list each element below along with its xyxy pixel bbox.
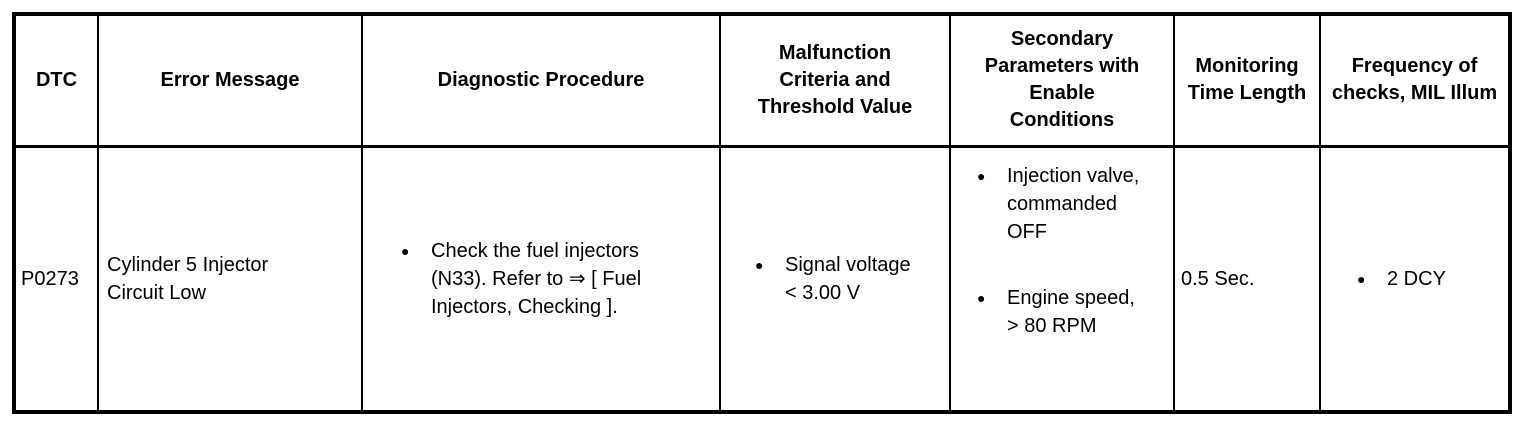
secondary-parameter-text: Engine speed, > 80 RPM xyxy=(1007,286,1135,337)
col-header-secondary-parameters: Secondary Parameters with Enable Conditi… xyxy=(949,13,1175,148)
col-header-secondary-parameters-label: Secondary Parameters with Enable Conditi… xyxy=(984,28,1140,132)
col-header-frequency-of-checks-label: Frequency of checks, MIL Illum xyxy=(1331,55,1498,105)
cell-malfunction-criteria: ● Signal voltage < 3.00 V xyxy=(719,145,951,413)
monitoring-time-text: 0.5 Sec. xyxy=(1181,267,1255,290)
bullet-icon: ● xyxy=(401,242,410,259)
cell-dtc: P0273 xyxy=(13,145,99,413)
frequency-text: 2 DCY xyxy=(1387,267,1446,290)
col-header-error-message: Error Message xyxy=(97,13,363,148)
list-item: ● Engine speed, > 80 RPM xyxy=(977,284,1141,340)
col-header-monitoring-time: Monitoring Time Length xyxy=(1173,13,1321,148)
col-header-error-message-label: Error Message xyxy=(160,68,300,91)
col-header-diagnostic-procedure: Diagnostic Procedure xyxy=(361,13,721,148)
cell-diagnostic-procedure: ● Check the fuel injectors (N33). Refer … xyxy=(361,145,721,413)
col-header-dtc-label: DTC xyxy=(35,68,78,91)
col-header-malfunction-criteria: Malfunction Criteria and Threshold Value xyxy=(719,13,951,148)
dtc-table: DTC Error Message Diagnostic Procedure M… xyxy=(12,12,1512,414)
col-header-frequency-of-checks: Frequency of checks, MIL Illum xyxy=(1319,13,1511,148)
cell-monitoring-time: 0.5 Sec. xyxy=(1173,145,1321,413)
bullet-icon: ● xyxy=(755,256,764,273)
col-header-diagnostic-procedure-label: Diagnostic Procedure xyxy=(437,68,645,91)
cell-error-message: Cylinder 5 Injector Circuit Low xyxy=(97,145,363,413)
list-item: ● Check the fuel injectors (N33). Refer … xyxy=(401,237,675,321)
bullet-icon: ● xyxy=(1357,270,1366,287)
malfunction-criteria-text: Signal voltage < 3.00 V xyxy=(785,253,911,304)
list-item: ● Signal voltage < 3.00 V xyxy=(755,251,927,307)
col-header-malfunction-criteria-label: Malfunction Criteria and Threshold Value xyxy=(757,41,913,118)
cell-secondary-parameters: ● Injection valve, commanded OFF ● Engin… xyxy=(949,145,1175,413)
bullet-icon: ● xyxy=(977,289,986,306)
col-header-dtc: DTC xyxy=(13,13,99,148)
cell-frequency-of-checks: ● 2 DCY xyxy=(1319,145,1511,413)
header-row: DTC Error Message Diagnostic Procedure M… xyxy=(13,13,1511,148)
diagnostic-procedure-text: Check the fuel injectors (N33). Refer to… xyxy=(431,239,642,318)
col-header-monitoring-time-label: Monitoring Time Length xyxy=(1187,55,1307,105)
dtc-code: P0273 xyxy=(21,267,79,290)
bullet-icon: ● xyxy=(977,167,986,184)
secondary-parameter-text: Injection valve, commanded OFF xyxy=(1007,164,1140,243)
list-item: ● 2 DCY xyxy=(1357,265,1500,293)
table-row: P0273 Cylinder 5 Injector Circuit Low ● … xyxy=(13,145,1511,413)
error-message-text: Cylinder 5 Injector Circuit Low xyxy=(107,253,269,304)
list-item: ● Injection valve, commanded OFF xyxy=(977,162,1141,246)
